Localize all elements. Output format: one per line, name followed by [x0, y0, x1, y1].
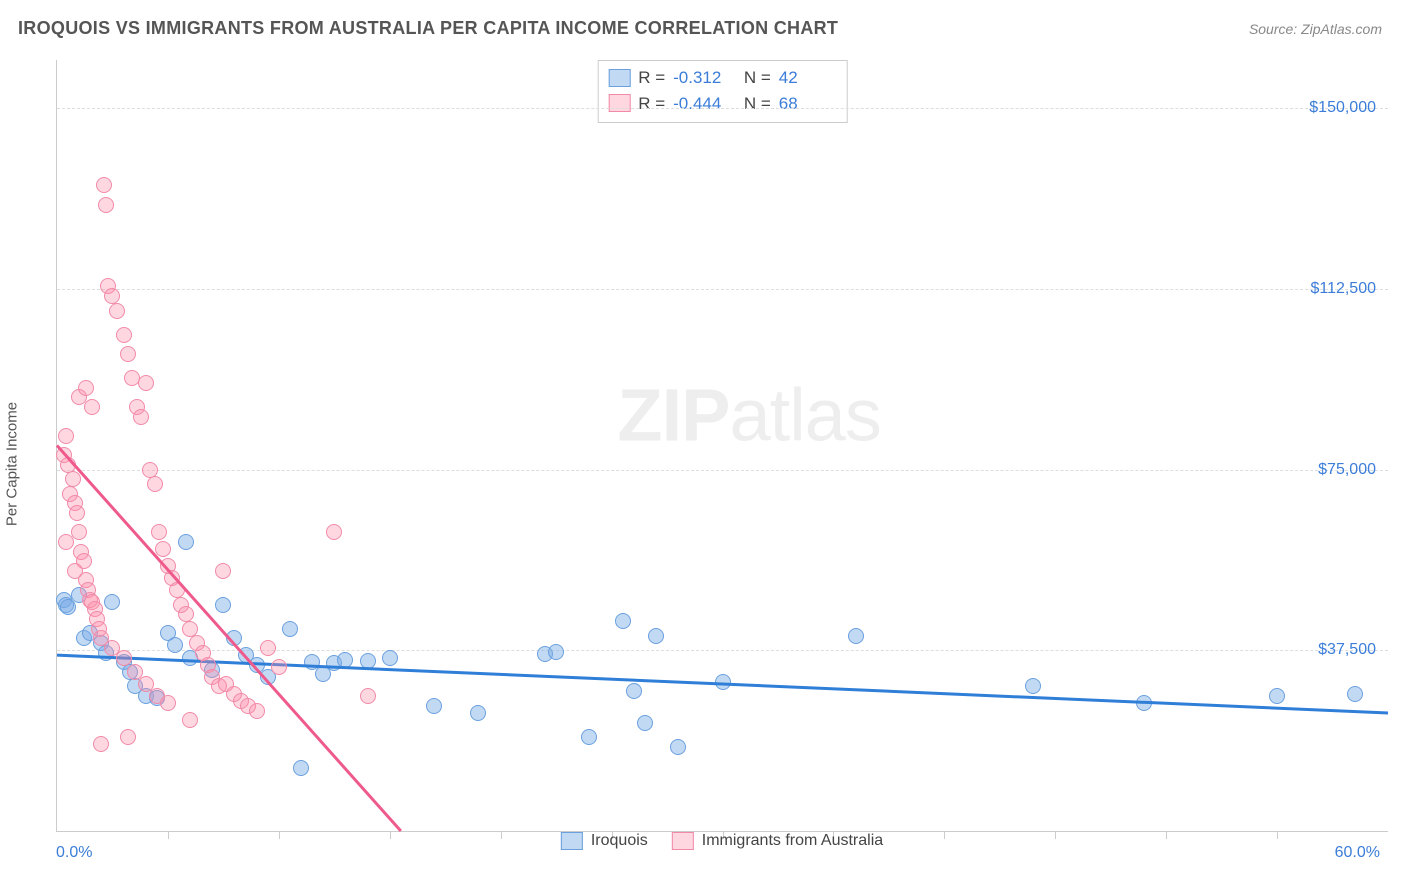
x-min-label: 0.0%	[56, 844, 92, 862]
legend-item: Iroquois	[561, 832, 648, 850]
legend-swatch	[672, 832, 694, 850]
legend-label: Iroquois	[591, 832, 648, 850]
series-legend: Iroquois Immigrants from Australia	[561, 832, 883, 850]
x-axis-labels: 0.0% 60.0% IroquoisImmigrants from Austr…	[56, 838, 1388, 862]
chart-title: IROQUOIS VS IMMIGRANTS FROM AUSTRALIA PE…	[18, 18, 838, 39]
legend-item: Immigrants from Australia	[672, 832, 883, 850]
chart-container: Per Capita Income ZIPatlas R =-0.312 N =…	[18, 54, 1388, 874]
y-axis-label: Per Capita Income	[4, 402, 21, 526]
legend-swatch	[561, 832, 583, 850]
x-max-label: 60.0%	[1335, 844, 1380, 862]
source-attribution: Source: ZipAtlas.com	[1249, 21, 1382, 37]
legend-label: Immigrants from Australia	[702, 832, 883, 850]
plot-area: ZIPatlas R =-0.312 N =42R =-0.444 N =68 …	[56, 60, 1388, 832]
trend-line	[57, 60, 1388, 831]
